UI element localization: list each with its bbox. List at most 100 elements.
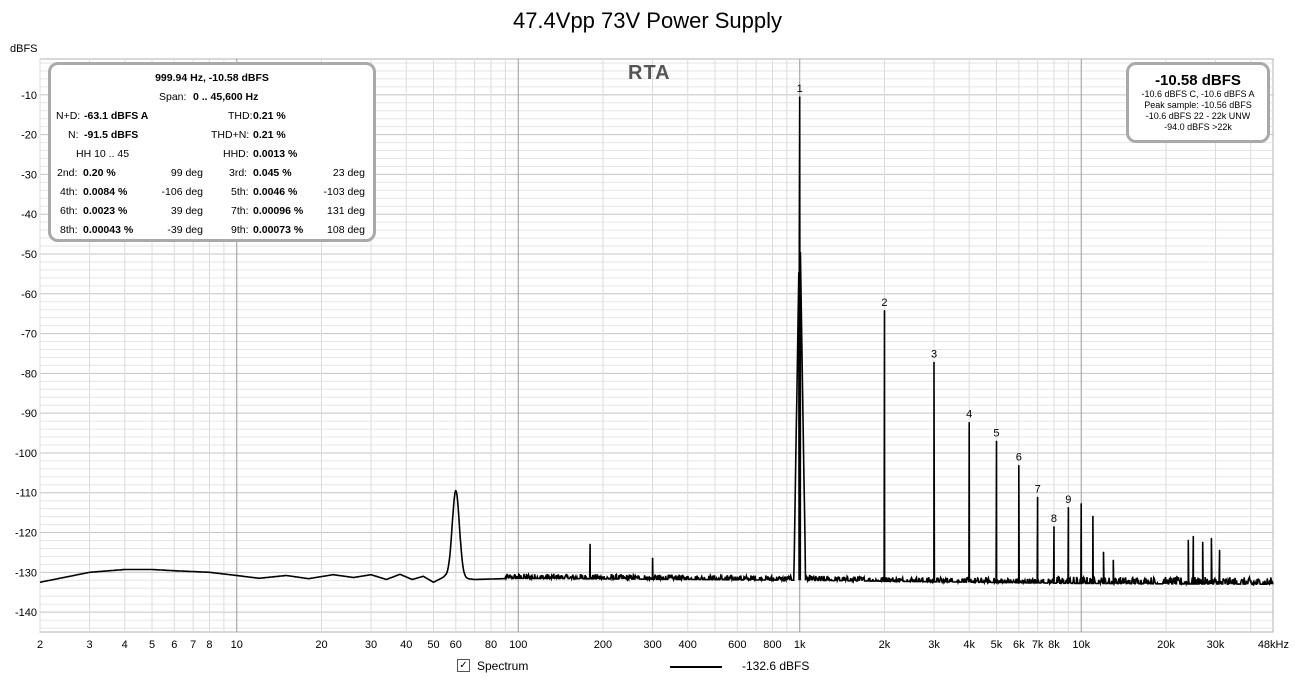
spectrum-peak-point (1192, 535, 1195, 538)
spectrum-peak-point (798, 96, 801, 98)
spectrum-peak-point (1017, 464, 1020, 467)
harmonic-value: 0.0023 % (83, 205, 128, 217)
harmonic-row: 6th: 0.0023 % 39 deg 7th: 0.00096 % 131 … (51, 202, 373, 221)
harmonic-phase: -39 deg (167, 224, 203, 236)
x-tick-label: 2k (879, 639, 891, 651)
harmonic-phase: 131 deg (327, 205, 365, 217)
level-readout-box[interactable]: -10.58 dBFS -10.6 dBFS C, -10.6 dBFS A P… (1126, 62, 1270, 143)
harmonic-label: 9 (1065, 494, 1071, 506)
y-tick-label: -20 (21, 130, 37, 142)
harmonic-label: 5th: (231, 186, 249, 198)
x-tick-label: 6k (1013, 639, 1025, 651)
harmonic-phase: 39 deg (170, 205, 203, 217)
nd-label: N+D: (56, 110, 81, 122)
harmonic-label: 9th: (231, 224, 249, 236)
x-tick-label: 4k (963, 639, 975, 651)
y-tick-label: -90 (21, 408, 37, 420)
x-tick-label: 600 (728, 639, 746, 651)
x-tick-label: 300 (643, 639, 661, 651)
spectrum-peak-point (1187, 539, 1190, 542)
harmonic-row: 4th: 0.0084 % -106 deg 5th: 0.0046 % -10… (51, 183, 373, 202)
level-main-value: -10.58 dBFS (1155, 72, 1241, 89)
level-peak-sample: Peak sample: -10.56 dBFS (1144, 100, 1252, 110)
spectrum-peak-point (589, 543, 591, 546)
x-tick-label: 30k (1207, 639, 1225, 651)
spectrum-peak-point (1080, 503, 1083, 505)
harmonic-label: 5 (993, 427, 999, 439)
hhd-value: 0.0013 % (253, 148, 298, 160)
legend-line-swatch (670, 666, 722, 668)
x-tick-label: 5 (149, 639, 155, 651)
spectrum-peak-point (968, 421, 971, 424)
x-tick-label: 800 (763, 639, 781, 651)
y-tick-label: -30 (21, 169, 37, 181)
legend: ✓ Spectrum -132.6 dBFS (0, 656, 1295, 678)
harmonic-label: 6 (1016, 452, 1022, 464)
thd-label: THD: (228, 110, 253, 122)
x-tick-label: 4 (122, 639, 128, 651)
level-weighted: -10.6 dBFS C, -10.6 dBFS A (1141, 89, 1255, 99)
spectrum-peak-point (1102, 551, 1105, 554)
harmonic-label: 2 (881, 297, 887, 309)
y-tick-label: -10 (21, 90, 37, 102)
harmonic-label: 7th: (231, 205, 249, 217)
y-tick-label: -60 (21, 289, 37, 301)
thdn-label: THD+N: (211, 129, 250, 141)
x-tick-label: 7k (1032, 639, 1044, 651)
y-tick-label: -140 (15, 607, 37, 619)
legend-series-value: -132.6 dBFS (742, 659, 810, 673)
x-tick-label: 2 (37, 639, 43, 651)
y-tick-label: -130 (15, 567, 37, 579)
y-axis-label: dBFS (10, 43, 38, 55)
spectrum-checkbox[interactable]: ✓ (457, 659, 470, 672)
spectrum-peak-point (1218, 549, 1221, 552)
noise-value: -91.5 dBFS (84, 129, 139, 141)
spectrum-peak-point (1036, 496, 1039, 499)
x-tick-label: 20 (315, 639, 327, 651)
x-tick-label: 80 (485, 639, 497, 651)
x-tick-label: 7 (190, 639, 196, 651)
rta-label: RTA (628, 62, 671, 84)
distortion-stats-box[interactable]: 999.94 Hz, -10.58 dBFS Span: 0 .. 45,600… (48, 62, 376, 242)
x-tick-label: 30 (365, 639, 377, 651)
harmonic-label: 8th: (60, 224, 78, 236)
span-value: 0 .. 45,600 Hz (193, 91, 259, 103)
x-tick-label: 400 (679, 639, 697, 651)
y-tick-label: -50 (21, 249, 37, 261)
spectrum-peak-point (1092, 515, 1094, 518)
harmonic-phase: -103 deg (323, 186, 365, 198)
harmonic-label: 6th: (60, 205, 78, 217)
axes: -10 -20 -30 -40 -50 -60 -70 -80 -90 -100 -110 -120 -… (10, 43, 1289, 651)
harmonic-phase: 108 deg (327, 224, 365, 236)
x-tick-label: 8 (206, 639, 212, 651)
harmonic-label: 8 (1051, 513, 1057, 525)
harmonic-value: 0.00096 % (253, 205, 304, 217)
x-tick-label: 60 (450, 639, 462, 651)
spectrum-peak-point (933, 361, 935, 364)
legend-series-name: Spectrum (477, 659, 529, 673)
harmonic-row: 8th: 0.00043 % -39 deg 9th: 0.00073 % 10… (51, 221, 373, 240)
spectrum-peak-point (1053, 526, 1055, 528)
spectrum-peak-point (995, 440, 998, 443)
y-tick-label: -110 (16, 488, 37, 500)
y-tick-label: -100 (15, 448, 37, 460)
nd-value: -63.1 dBFS A (84, 110, 149, 122)
x-tick-label: 100 (509, 639, 527, 651)
fundamental-readout: 999.94 Hz, -10.58 dBFS (155, 72, 269, 84)
x-tick-label: 6 (171, 639, 177, 651)
x-tick-label: 200 (594, 639, 612, 651)
harmonic-value: 0.045 % (253, 167, 292, 179)
x-tick-label: 1k (794, 639, 806, 651)
x-tick-label: 50 (427, 639, 439, 651)
y-tick-label: -40 (21, 209, 37, 221)
x-tick-label: 20k (1157, 639, 1175, 651)
harmonic-value: 0.20 % (83, 167, 116, 179)
y-tick-label: -120 (15, 528, 37, 540)
harmonic-value: 0.0084 % (83, 186, 128, 198)
spectrum-peak-point (454, 489, 457, 492)
level-unweighted: -10.6 dBFS 22 - 22k UNW (1145, 111, 1251, 121)
harmonic-row: 2nd: 0.20 % 99 deg 3rd: 0.045 % 23 deg (51, 164, 373, 183)
x-tick-label: 3 (87, 639, 93, 651)
x-tick-label: 10k (1072, 639, 1090, 651)
thdn-value: 0.21 % (253, 129, 286, 141)
